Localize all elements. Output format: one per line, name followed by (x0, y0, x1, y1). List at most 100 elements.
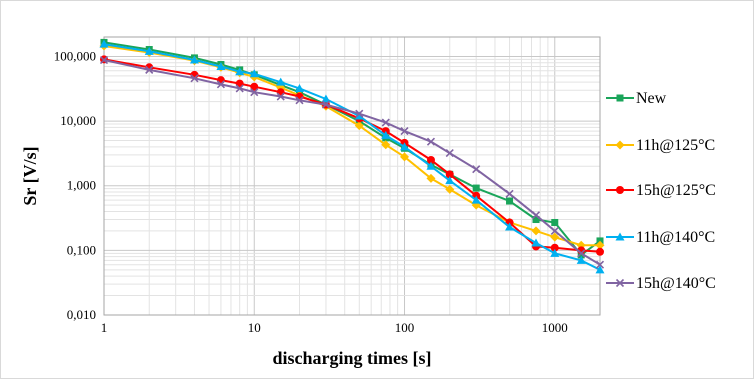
marker-stroke (216, 80, 225, 89)
marker-stroke (577, 249, 586, 258)
data-point (577, 251, 585, 259)
data-point (250, 82, 259, 91)
data-point (550, 232, 560, 242)
y-tick-label: 0,010 (67, 307, 96, 322)
marker-stroke (531, 211, 541, 220)
y-tick-label: 100,000 (54, 48, 96, 63)
legend-item: 11h@125°C (606, 137, 715, 154)
legend-marker (615, 140, 625, 150)
data-point (426, 161, 436, 170)
data-point (550, 226, 559, 235)
data-point (294, 83, 304, 92)
data-point (595, 240, 605, 250)
legend: New 11h@125°C 15h@125°C 11h@140°C 15h@140°C (606, 90, 716, 292)
x-tick-label: 10 (248, 320, 261, 335)
data-point (321, 100, 331, 109)
data-point (99, 55, 109, 65)
marker-stroke (472, 165, 481, 174)
data-point (531, 238, 541, 247)
plot-area-border (103, 36, 601, 316)
marker-stroke (550, 226, 559, 235)
series-line (103, 43, 601, 271)
x-tick-label: 1 (101, 320, 108, 335)
data-point (235, 84, 244, 93)
data-point (445, 149, 454, 158)
marker-stroke (445, 149, 454, 158)
grid-lines (103, 36, 601, 316)
marker-stroke (235, 84, 244, 93)
data-point (321, 94, 331, 103)
data-point (354, 121, 364, 131)
data-point (595, 260, 605, 269)
data-point (381, 140, 391, 150)
data-point (505, 189, 514, 198)
legend-label: New (636, 90, 667, 107)
x-tick-label: 1000 (542, 320, 568, 335)
x-axis-title: discharging times [s] (273, 348, 432, 368)
marker-stroke (190, 74, 199, 83)
marker-stroke (250, 88, 259, 97)
marker-stroke (505, 189, 514, 198)
series-line (103, 41, 601, 257)
data-point (472, 165, 481, 174)
data-point (471, 195, 481, 204)
legend-label: 11h@140°C (636, 229, 715, 246)
data-point (381, 130, 391, 139)
data-point (426, 137, 436, 146)
data-point (249, 69, 259, 78)
data-point (250, 88, 259, 97)
y-tick-label: 0,100 (67, 242, 96, 257)
data-point (235, 67, 245, 76)
y-tick-label: 1,000 (67, 178, 96, 193)
data-point (532, 216, 540, 224)
marker-stroke (145, 65, 154, 74)
marker-stroke (400, 127, 409, 136)
data-point (400, 127, 409, 136)
marker-stroke (276, 92, 285, 101)
data-point (595, 265, 605, 274)
y-axis-title: Sr [V/s] (20, 146, 40, 205)
data-point (189, 55, 199, 64)
data-point (426, 173, 436, 183)
series-line (103, 59, 601, 266)
data-point (190, 74, 199, 83)
marker-stroke (426, 137, 436, 146)
data-point (216, 61, 226, 70)
series-line (103, 58, 601, 253)
data-point (531, 211, 541, 220)
data-point (551, 218, 559, 226)
data-point (400, 152, 410, 162)
data-point (445, 176, 455, 185)
data-point (426, 156, 435, 165)
data-point (276, 88, 285, 97)
legend-item: 15h@125°C (606, 182, 716, 199)
legend-label: 11h@125°C (636, 137, 715, 154)
data-point (445, 184, 455, 194)
data-point (531, 226, 541, 236)
data-point (381, 118, 390, 127)
data-point (505, 222, 515, 231)
marker-stroke (355, 109, 364, 118)
data-point (216, 80, 225, 89)
data-point (145, 65, 154, 74)
data-point (550, 243, 559, 252)
data-point (577, 249, 586, 258)
marker-stroke (321, 100, 331, 109)
x-tick-label: 100 (395, 320, 415, 335)
data-point (445, 170, 454, 179)
legend-marker (615, 232, 625, 241)
series-layer (99, 38, 605, 274)
data-point (144, 46, 154, 55)
legend-marker (615, 278, 625, 288)
data-point (472, 184, 480, 192)
marker-stroke (615, 278, 625, 288)
data-point (550, 248, 560, 257)
data-point (576, 255, 586, 264)
data-point (400, 142, 410, 151)
series-3 (99, 39, 605, 274)
data-point (596, 247, 604, 256)
legend-label: 15h@140°C (636, 275, 716, 292)
data-point (506, 197, 514, 205)
tick-labels: 1 10 100 1000 0,010 0,100 1,000 10,000 100,000 (54, 48, 568, 335)
